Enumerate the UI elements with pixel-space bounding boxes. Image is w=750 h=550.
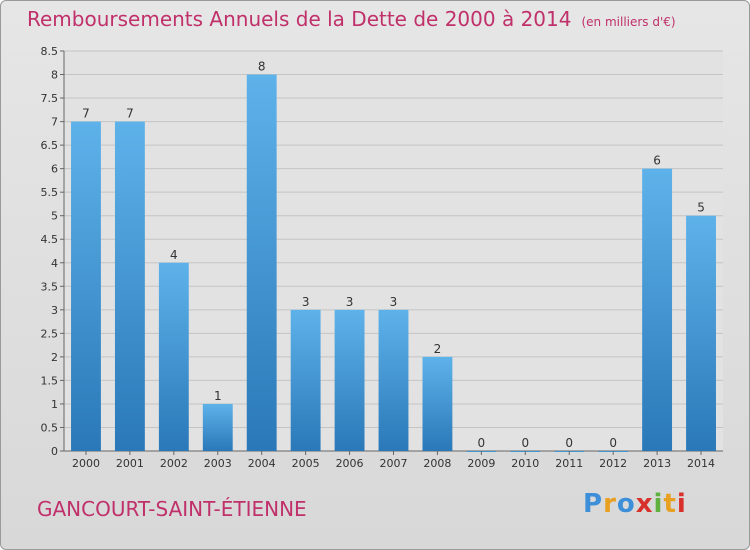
y-tick-label: 6.5 [41, 139, 59, 152]
bar-2013 [642, 168, 673, 451]
bar-2007 [378, 309, 409, 451]
y-tick-label: 5.5 [41, 186, 59, 199]
y-tick-label: 1 [51, 398, 58, 411]
y-tick-label: 3.5 [41, 280, 59, 293]
proxiti-logo: Proxiti [583, 489, 687, 519]
y-tick-label: 2.5 [41, 327, 59, 340]
data-label-2001: 7 [126, 107, 134, 121]
logo-letter: o [616, 489, 636, 519]
data-label-2014: 5 [697, 201, 705, 215]
data-label-2006: 3 [346, 295, 354, 309]
x-tick-label-2001: 2001 [116, 457, 144, 470]
bar-2002 [158, 262, 189, 451]
data-label-2012: 0 [609, 436, 617, 450]
chart-title: Remboursements Annuels de la Dette de 20… [27, 7, 676, 31]
y-tick-label: 7.5 [41, 92, 59, 105]
bar-2006 [334, 309, 365, 451]
bar-2005 [290, 309, 321, 451]
y-tick-label: 0 [51, 445, 58, 458]
x-tick-label-2013: 2013 [643, 457, 671, 470]
y-tick-label: 0.5 [41, 421, 59, 434]
x-tick-label-2012: 2012 [599, 457, 627, 470]
y-tick-label: 8 [51, 69, 58, 82]
x-tick-label-2005: 2005 [292, 457, 320, 470]
x-tick-label-2006: 2006 [336, 457, 364, 470]
data-label-2003: 1 [214, 389, 222, 403]
data-label-2008: 2 [434, 342, 442, 356]
data-label-2013: 6 [653, 154, 661, 168]
y-tick-label: 3 [51, 304, 58, 317]
y-tick-label: 6 [51, 163, 58, 176]
x-tick-label-2009: 2009 [467, 457, 495, 470]
logo-letter: i [653, 489, 664, 519]
title-unit: (en milliers d'€) [581, 15, 676, 29]
y-tick-label: 8.5 [41, 45, 59, 58]
bar-2000 [71, 121, 101, 452]
y-tick-label: 7 [51, 116, 58, 129]
data-label-2002: 4 [170, 248, 178, 262]
logo-letter: x [635, 489, 654, 519]
logo-letter: i [676, 489, 687, 519]
logo-letter: P [583, 489, 604, 519]
x-tick-label-2007: 2007 [380, 457, 408, 470]
data-label-2010: 0 [521, 436, 529, 450]
bar-2014 [686, 215, 716, 451]
x-tick-label-2003: 2003 [204, 457, 232, 470]
bar-2008 [422, 356, 453, 451]
y-tick-label: 5 [51, 210, 58, 223]
data-label-2004: 8 [258, 60, 266, 74]
data-label-2007: 3 [390, 295, 398, 309]
y-tick-label: 1.5 [41, 374, 59, 387]
logo-letter: r [603, 489, 617, 519]
logo-letter: t [663, 489, 677, 519]
title-text: Remboursements Annuels de la Dette de 20… [27, 7, 572, 31]
x-tick-label-2008: 2008 [423, 457, 451, 470]
x-tick-label-2014: 2014 [687, 457, 715, 470]
y-tick-label: 4 [51, 257, 58, 270]
y-tick-label: 2 [51, 351, 58, 364]
data-label-2009: 0 [478, 436, 486, 450]
bar-2001 [114, 121, 145, 452]
data-label-2011: 0 [565, 436, 573, 450]
x-tick-label-2000: 2000 [72, 457, 100, 470]
x-tick-label-2011: 2011 [555, 457, 583, 470]
data-label-2005: 3 [302, 295, 310, 309]
x-tick-label-2010: 2010 [511, 457, 539, 470]
bar-2003 [202, 403, 233, 451]
bar-2004 [246, 74, 277, 451]
x-tick-label-2004: 2004 [248, 457, 276, 470]
x-tick-label-2002: 2002 [160, 457, 188, 470]
data-label-2000: 7 [82, 107, 90, 121]
commune-name: GANCOURT-SAINT-ÉTIENNE [37, 497, 307, 521]
y-tick-label: 4.5 [41, 233, 59, 246]
